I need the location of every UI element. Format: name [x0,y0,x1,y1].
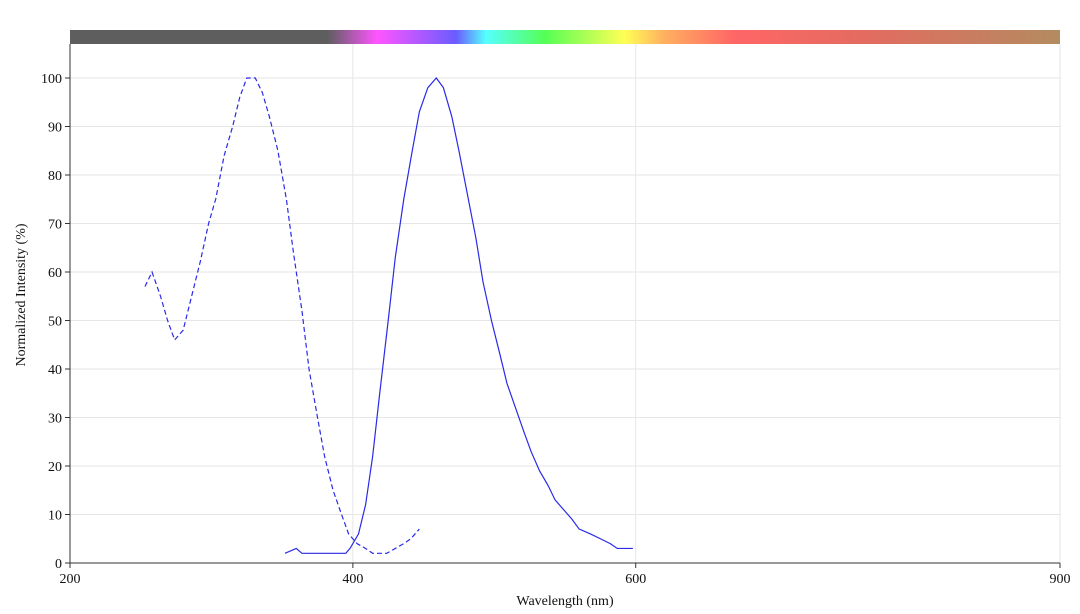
y-tick-label: 0 [55,557,62,572]
y-tick-label: 30 [48,412,62,427]
x-tick-label: 600 [625,572,646,587]
y-tick-label: 80 [48,169,62,184]
y-tick-label: 50 [48,315,62,330]
y-tick-label: 100 [41,72,62,87]
y-tick-label: 40 [48,363,62,378]
y-tick-label: 60 [48,266,62,281]
y-axis-title: Normalized Intensity (%) [14,223,29,366]
y-tick-label: 10 [48,509,62,524]
y-tick-label: 20 [48,460,62,475]
y-tick-label: 70 [48,218,62,233]
x-axis-title: Wavelength (nm) [516,594,614,609]
x-tick-label: 200 [60,572,81,587]
spectrum-line [144,77,420,554]
x-tick-label: 900 [1050,572,1071,587]
x-tick-label: 400 [342,572,363,587]
spectrum-line [284,77,633,554]
spectrum-bar [70,30,1060,44]
y-tick-label: 90 [48,121,62,136]
